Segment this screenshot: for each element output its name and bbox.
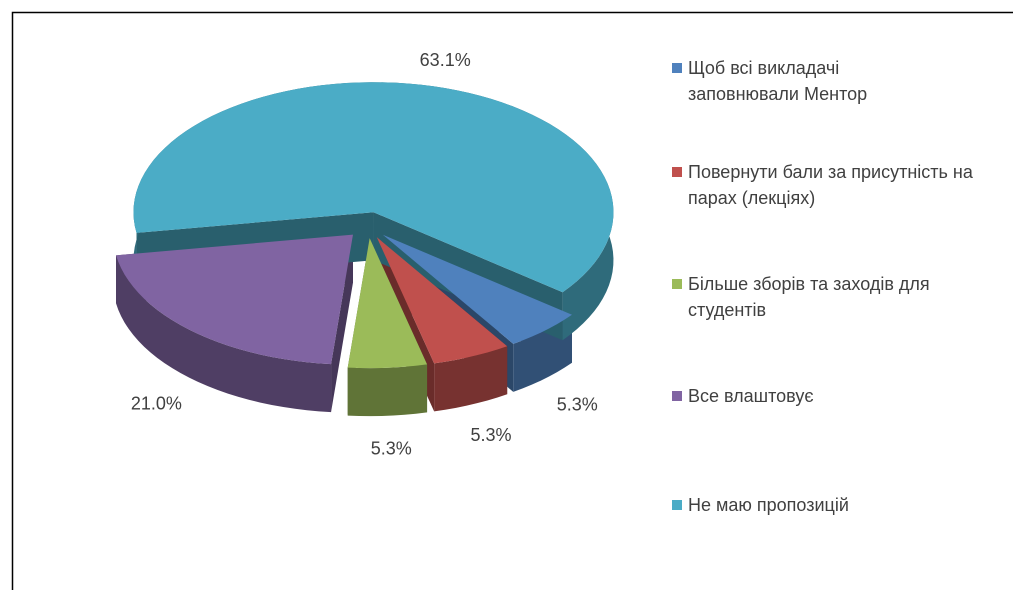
legend-label: Щоб всі викладачі заповнювали Ментор <box>688 58 868 104</box>
legend-label: Не маю пропозицій <box>688 495 849 515</box>
data-label: 5.3% <box>471 425 512 445</box>
slice-side <box>434 346 508 412</box>
legend-label: Більше зборів та заходів для студентів <box>688 274 930 320</box>
slice <box>382 234 572 344</box>
data-label: 21.0% <box>131 393 182 413</box>
legend-swatch <box>672 167 682 177</box>
slice-tops <box>116 82 614 369</box>
data-label: 5.3% <box>557 395 598 415</box>
legend-swatch <box>672 391 682 401</box>
legend-swatch <box>672 279 682 289</box>
legend-swatch <box>672 63 682 73</box>
legend-label: Все влаштовує <box>688 386 814 406</box>
slice-side <box>347 364 428 417</box>
slice <box>376 237 508 364</box>
data-label: 63.1% <box>420 50 471 70</box>
data-label: 5.3% <box>371 438 412 458</box>
slice <box>347 238 428 369</box>
slice <box>133 82 614 293</box>
legend-label: Повернути бали за присутність на парах (… <box>688 162 973 208</box>
slice <box>116 234 353 365</box>
slice-side <box>116 255 332 413</box>
legend-swatch <box>672 500 682 510</box>
data-labels: 5.3% 5.3% 5.3% 21.0% 63.1% <box>131 50 598 459</box>
chart-border <box>11 11 1013 590</box>
